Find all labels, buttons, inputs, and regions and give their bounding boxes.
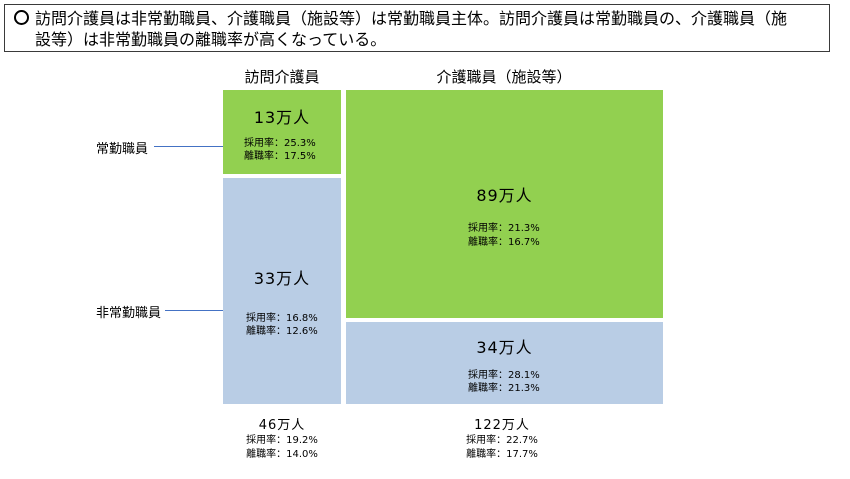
cell-count-label: 89万人 bbox=[476, 186, 533, 205]
cell-hire-rate-label: 採用率：16.8% bbox=[246, 313, 318, 324]
cell-hire-rate-label: 採用率：28.1% bbox=[468, 370, 540, 381]
circle-bullet-icon bbox=[14, 10, 29, 25]
cell-home-care-part-time: 33万人 採用率：16.8% 離職率：12.6% bbox=[223, 178, 341, 404]
headline-line-1: 訪問介護員は非常勤職員、介護職員（施設等）は常勤職員主体。訪問介護員は常勤職員の… bbox=[35, 9, 788, 28]
row-label-full-time: 常勤職員 bbox=[96, 142, 149, 157]
cell-leave-rate-label: 離職率：16.7% bbox=[468, 237, 540, 248]
total-hire-rate-label: 採用率：19.2% bbox=[246, 435, 318, 446]
row-label-part-time: 非常勤職員 bbox=[96, 306, 162, 321]
total-home-care: 46万人 採用率：19.2% 離職率：14.0% bbox=[222, 417, 342, 462]
total-leave-rate-label: 離職率：17.7% bbox=[466, 449, 538, 460]
cell-home-care-full-time: 13万人 採用率：25.3% 離職率：17.5% bbox=[223, 90, 341, 174]
cell-leave-rate-label: 離職率：12.6% bbox=[246, 326, 318, 337]
total-facility-care: 122万人 採用率：22.7% 離職率：17.7% bbox=[437, 417, 567, 462]
column-header-facility-care: 介護職員（施設等） bbox=[436, 68, 572, 86]
cell-count-label: 13万人 bbox=[253, 108, 311, 127]
cell-hire-rate-label: 採用率：25.3% bbox=[244, 138, 316, 149]
cell-leave-rate-label: 離職率：17.5% bbox=[244, 151, 316, 162]
cell-facility-care-part-time: 34万人 採用率：28.1% 離職率：21.3% bbox=[346, 322, 663, 404]
total-count-label: 46万人 bbox=[258, 418, 306, 433]
cell-count-label: 33万人 bbox=[253, 269, 311, 288]
cell-count-label: 34万人 bbox=[476, 338, 533, 357]
cell-facility-care-full-time: 89万人 採用率：21.3% 離職率：16.7% bbox=[346, 90, 663, 318]
total-leave-rate-label: 離職率：14.0% bbox=[246, 449, 318, 460]
cell-leave-rate-label: 離職率：21.3% bbox=[468, 383, 540, 394]
headline-line-2: 設等）は非常勤職員の離職率が高くなっている。 bbox=[35, 30, 387, 49]
total-count-label: 122万人 bbox=[474, 418, 530, 433]
part-time-leader-line bbox=[165, 310, 223, 311]
total-hire-rate-label: 採用率：22.7% bbox=[466, 435, 538, 446]
column-header-home-care: 訪問介護員 bbox=[244, 68, 320, 86]
headline-box: 訪問介護員は非常勤職員、介護職員（施設等）は常勤職員主体。訪問介護員は常勤職員の… bbox=[4, 4, 830, 52]
cell-hire-rate-label: 採用率：21.3% bbox=[468, 223, 540, 234]
full-time-leader-line bbox=[154, 146, 223, 147]
